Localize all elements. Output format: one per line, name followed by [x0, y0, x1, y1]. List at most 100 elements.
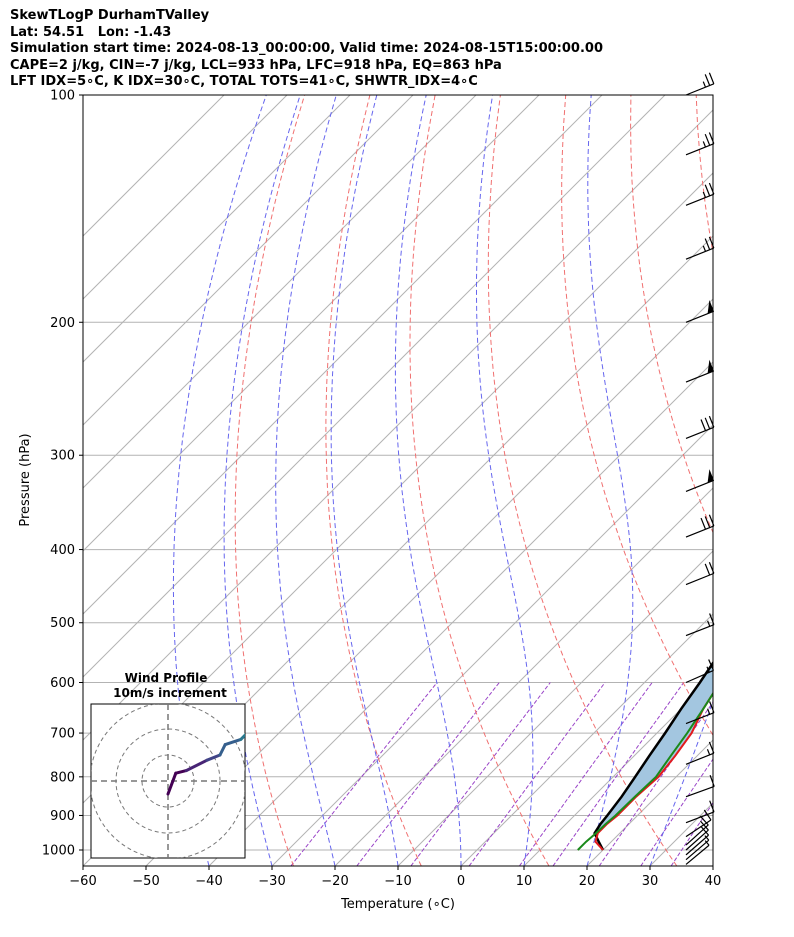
isotherm-line — [83, 95, 603, 615]
y-tick-label: 400 — [50, 543, 75, 558]
title-line-location: Lat: 54.51 Lon: -1.43 — [10, 24, 172, 40]
wind-barb — [685, 800, 715, 824]
y-tick-label: 200 — [50, 316, 75, 331]
isotherm-line — [83, 95, 225, 237]
isotherm-line — [83, 95, 351, 363]
y-tick-label: 600 — [50, 676, 75, 691]
isotherm-line — [83, 95, 414, 426]
inset-subtitle: 10m/s increment — [113, 686, 227, 700]
profile-lines — [577, 660, 713, 851]
wind-barbs — [685, 72, 715, 865]
isotherm-line — [83, 95, 666, 678]
x-tick-label: −40 — [195, 874, 222, 889]
wind-barb — [685, 359, 715, 383]
moist-adiabat — [275, 95, 337, 866]
wind-profile-inset: Wind Profile 10m/s increment — [90, 671, 272, 859]
hodograph-segment — [218, 743, 227, 757]
hodograph-segment — [262, 734, 267, 739]
mixing-ratio-line — [290, 682, 438, 866]
wind-barb — [685, 820, 709, 851]
wind-barb — [685, 72, 715, 96]
isotherm-line — [271, 424, 713, 866]
wind-barb — [685, 182, 715, 206]
wind-barb — [685, 469, 715, 492]
hodograph-segment — [256, 724, 266, 740]
hodograph-segment — [256, 698, 261, 714]
x-axis-label: Temperature (∘C) — [340, 897, 455, 912]
hodograph-segment — [239, 733, 245, 741]
hodograph-segment — [223, 737, 243, 747]
title-line-times: Simulation start time: 2024-08-13_00:00:… — [10, 41, 603, 56]
wind-barb — [685, 825, 710, 856]
dry-adiabat — [234, 95, 306, 866]
title-line-cape: CAPE=2 j/kg, CIN=-7 j/kg, LCL=933 hPa, L… — [10, 57, 502, 73]
x-tick-label: −30 — [258, 874, 285, 889]
inset-title: Wind Profile — [125, 671, 208, 685]
mixing-ratio-line — [356, 682, 500, 866]
wind-barb — [685, 132, 715, 156]
title-line-station: SkewTLogP DurhamTValley — [10, 8, 210, 23]
x-tick-label: 0 — [457, 874, 465, 889]
isotherm-line — [83, 95, 288, 300]
y-tick-label: 500 — [50, 616, 75, 631]
x-tick-label: −60 — [69, 874, 96, 889]
mixing-ratio-line — [552, 682, 685, 866]
isotherm-line — [460, 613, 713, 866]
hodograph-segment — [262, 690, 272, 698]
wind-barb — [685, 236, 715, 260]
isotherm-line — [83, 95, 540, 552]
moist-adiabat — [649, 699, 713, 866]
moist-adiabat — [712, 864, 713, 866]
isotherm-line — [145, 298, 713, 866]
x-tick-label: −50 — [132, 874, 159, 889]
isotherm-line — [83, 95, 477, 489]
mixing-ratio-line — [518, 682, 653, 866]
moist-adiabats — [172, 95, 713, 866]
isotherm-line — [523, 676, 713, 866]
y-axis: 100 200 300 400 500 600 700 800 900 1000 — [42, 89, 83, 859]
moist-adiabat — [172, 95, 267, 866]
moist-adiabat — [330, 95, 399, 866]
mixing-ratio-lines — [290, 682, 713, 866]
mixing-ratio-line — [598, 701, 713, 866]
hodograph-segment — [205, 753, 222, 762]
dry-adiabat — [325, 95, 422, 866]
parcel-path-line — [593, 660, 713, 851]
x-tick-label: 10 — [516, 874, 533, 889]
dry-adiabats — [234, 95, 713, 866]
wind-barb — [685, 840, 710, 865]
temperature-line — [594, 691, 713, 851]
y-axis-label: Pressure (hPa) — [18, 433, 33, 526]
isotherm-line — [208, 361, 713, 866]
isotherm-line — [334, 487, 713, 866]
hodograph-segment — [166, 771, 178, 796]
x-tick-label: −20 — [321, 874, 348, 889]
isotherm-line — [586, 739, 713, 866]
y-tick-label: 300 — [50, 449, 75, 464]
y-tick-label: 1000 — [42, 844, 75, 859]
title-line-indices: LFT IDX=5∘C, K IDX=30∘C, TOTAL TOTS=41∘C… — [10, 74, 478, 89]
isotherm-line — [397, 550, 713, 866]
x-tick-label: −10 — [384, 874, 411, 889]
dry-adiabat — [561, 95, 713, 737]
y-tick-label: 900 — [50, 809, 75, 824]
x-axis: −60 −50 −40 −30 −20 −10 0 10 20 30 40 — [69, 866, 721, 889]
y-tick-label: 800 — [50, 770, 75, 785]
wind-barb — [685, 299, 715, 323]
y-tick-label: 700 — [50, 727, 75, 742]
wind-barb — [685, 815, 709, 846]
moist-adiabat — [223, 95, 301, 866]
dry-adiabat — [409, 95, 550, 866]
x-tick-label: 20 — [579, 874, 596, 889]
moist-adiabat — [394, 95, 462, 866]
dewpoint-line — [577, 691, 713, 851]
hodograph-segment — [174, 769, 188, 775]
isotherm-line — [83, 109, 713, 741]
moist-adiabat — [586, 95, 634, 866]
y-tick-label: 100 — [50, 89, 75, 104]
x-tick-label: 30 — [642, 874, 659, 889]
hodograph-segment — [244, 733, 245, 736]
isotherm-line — [712, 865, 713, 866]
mixing-ratio-line — [410, 682, 551, 866]
